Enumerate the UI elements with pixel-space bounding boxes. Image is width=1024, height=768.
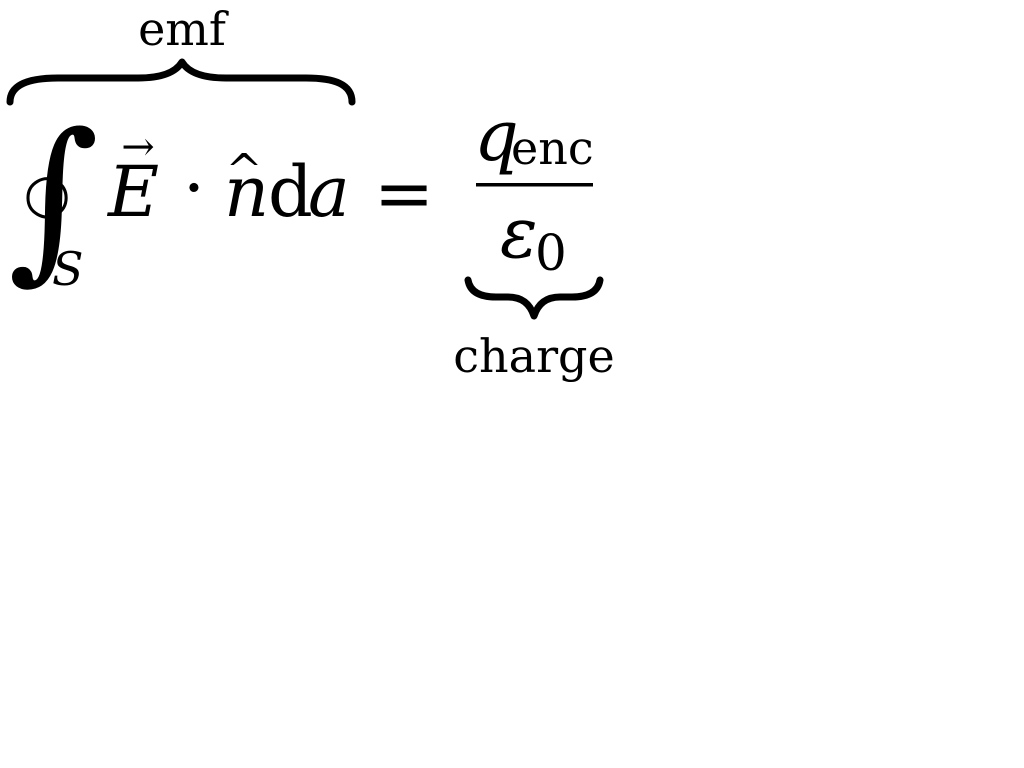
overbrace (6, 58, 356, 106)
overbrace-label: emf (138, 2, 229, 56)
fraction-bar (476, 183, 593, 187)
dot-operator: · (183, 147, 205, 229)
field-letter: E (106, 151, 159, 233)
denominator-letter: ε (500, 192, 538, 274)
numerator-subscript: enc (511, 121, 594, 175)
denominator-subscript: 0 (535, 224, 567, 282)
normal-letter: n (224, 151, 269, 233)
integral-subscript: S (52, 242, 84, 296)
equals-sign: = (374, 151, 434, 235)
numerator-letter: q (474, 95, 519, 177)
underbrace-label: charge (453, 329, 614, 383)
hat-symbol: ^ (226, 145, 263, 196)
integral-sign: ∫ (8, 97, 99, 300)
contour-ring: ○ (23, 162, 70, 225)
differential-letter: d (268, 151, 313, 233)
vector-arrow: → (121, 124, 155, 170)
area-letter: a (308, 151, 350, 233)
underbrace (464, 276, 604, 320)
